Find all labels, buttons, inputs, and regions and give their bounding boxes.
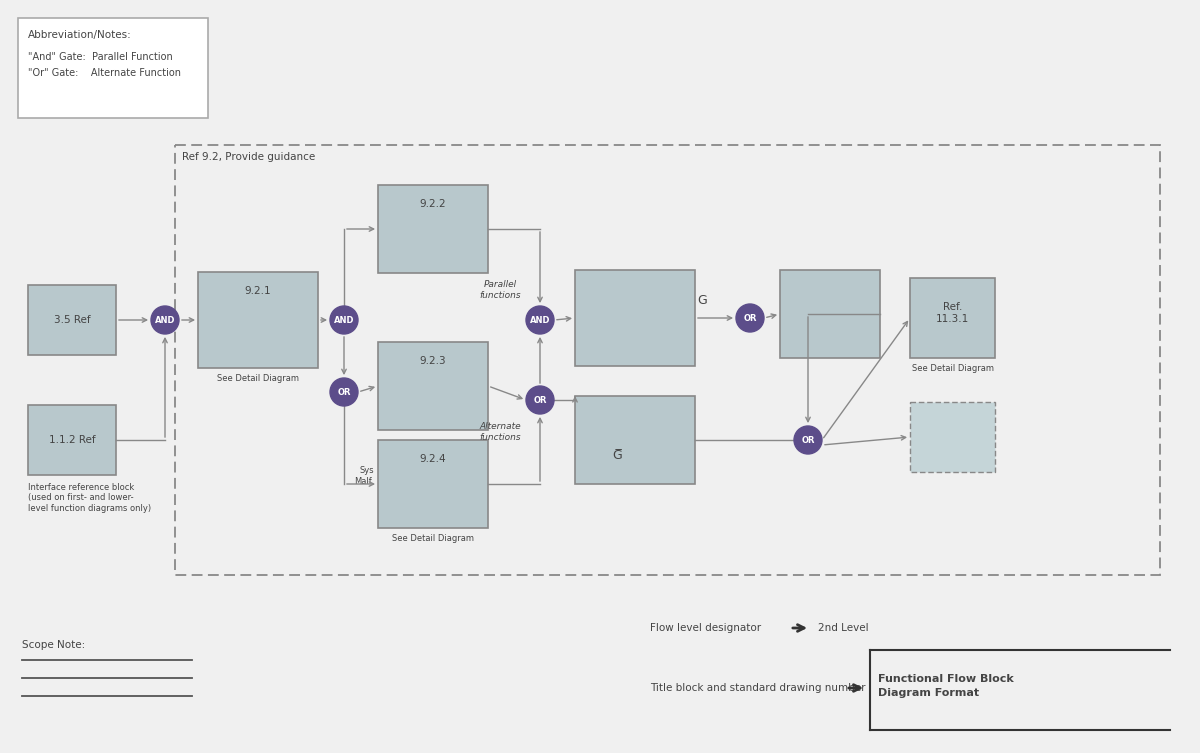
Text: "Or" Gate:    Alternate Function: "Or" Gate: Alternate Function — [28, 68, 181, 78]
Bar — [175, 145, 1160, 575]
Text: OR: OR — [743, 313, 757, 322]
Text: See Detail Diagram: See Detail Diagram — [912, 364, 994, 373]
Text: 1.1.2 Ref: 1.1.2 Ref — [49, 435, 95, 445]
Text: Alternate
functions: Alternate functions — [479, 422, 521, 442]
Bar — [378, 342, 488, 430]
Text: 9.2.4: 9.2.4 — [420, 454, 446, 464]
Text: Title block and standard drawing number: Title block and standard drawing number — [650, 683, 865, 693]
Bar — [575, 270, 695, 366]
Bar — [198, 272, 318, 368]
Text: 9.2.3: 9.2.3 — [420, 356, 446, 366]
Bar — [910, 278, 995, 358]
Bar — [28, 285, 116, 355]
Text: See Detail Diagram: See Detail Diagram — [392, 534, 474, 543]
Text: Functional Flow Block
Diagram Format: Functional Flow Block Diagram Format — [878, 675, 1014, 697]
Text: Parallel
functions: Parallel functions — [479, 280, 521, 300]
Text: 9.2.1: 9.2.1 — [245, 286, 271, 296]
Text: G: G — [697, 294, 707, 306]
Circle shape — [151, 306, 179, 334]
Bar — [378, 440, 488, 528]
Circle shape — [736, 304, 764, 332]
Text: AND: AND — [529, 316, 551, 325]
Text: See Detail Diagram: See Detail Diagram — [217, 374, 299, 383]
Circle shape — [526, 386, 554, 414]
Bar — [780, 270, 880, 358]
Text: "And" Gate:  Parallel Function: "And" Gate: Parallel Function — [28, 52, 173, 62]
Bar — [18, 18, 208, 118]
Bar — [575, 396, 695, 484]
Text: Sys
Malf.: Sys Malf. — [354, 466, 374, 486]
Text: Scope Note:: Scope Note: — [22, 640, 85, 650]
Text: Interface reference block
(used on first- and lower-
level function diagrams onl: Interface reference block (used on first… — [28, 483, 151, 513]
Text: G̅: G̅ — [612, 449, 622, 462]
Bar — [378, 185, 488, 273]
Text: Abbreviation/Notes:: Abbreviation/Notes: — [28, 30, 132, 40]
Text: Ref 9.2, Provide guidance: Ref 9.2, Provide guidance — [182, 152, 316, 162]
Circle shape — [330, 306, 358, 334]
Circle shape — [526, 306, 554, 334]
Circle shape — [794, 426, 822, 454]
Text: AND: AND — [334, 316, 354, 325]
Text: 9.2.2: 9.2.2 — [420, 199, 446, 209]
Text: 3.5 Ref: 3.5 Ref — [54, 315, 90, 325]
Bar — [910, 402, 995, 472]
Text: Ref.
11.3.1: Ref. 11.3.1 — [936, 302, 970, 324]
Text: OR: OR — [337, 388, 350, 397]
Text: OR: OR — [802, 435, 815, 444]
Text: OR: OR — [533, 395, 547, 404]
Bar — [28, 405, 116, 475]
Text: 2nd Level: 2nd Level — [818, 623, 869, 633]
Circle shape — [330, 378, 358, 406]
Text: Flow level designator: Flow level designator — [650, 623, 761, 633]
Text: AND: AND — [155, 316, 175, 325]
